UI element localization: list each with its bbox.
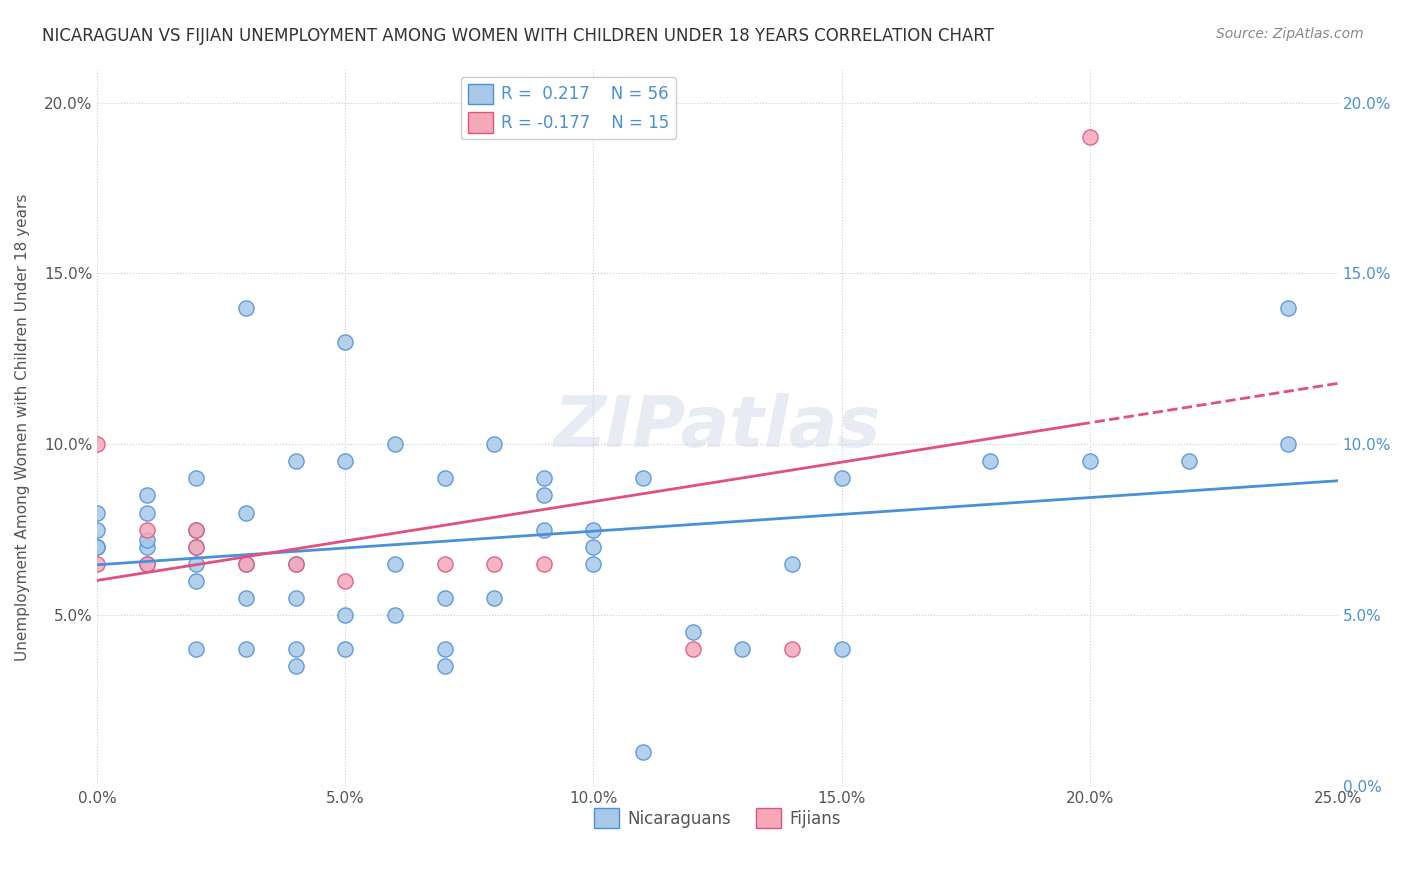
Point bbox=[284, 659, 307, 673]
Point bbox=[1277, 301, 1299, 315]
Point bbox=[86, 557, 108, 571]
Point bbox=[384, 437, 406, 451]
Point bbox=[135, 540, 157, 554]
Point bbox=[86, 540, 108, 554]
Point bbox=[186, 540, 208, 554]
Point bbox=[284, 642, 307, 657]
Point bbox=[86, 437, 108, 451]
Point bbox=[433, 591, 456, 605]
Point bbox=[235, 591, 257, 605]
Point bbox=[780, 642, 803, 657]
Point bbox=[682, 625, 704, 640]
Point bbox=[582, 523, 605, 537]
Point bbox=[631, 745, 654, 759]
Point bbox=[533, 523, 555, 537]
Point bbox=[186, 540, 208, 554]
Point bbox=[135, 557, 157, 571]
Point bbox=[284, 591, 307, 605]
Point bbox=[135, 523, 157, 537]
Point bbox=[186, 557, 208, 571]
Point bbox=[433, 659, 456, 673]
Point bbox=[135, 533, 157, 547]
Text: ZIPatlas: ZIPatlas bbox=[554, 392, 882, 462]
Point bbox=[533, 557, 555, 571]
Point bbox=[335, 334, 357, 349]
Point bbox=[482, 437, 505, 451]
Point bbox=[433, 557, 456, 571]
Point bbox=[86, 540, 108, 554]
Point bbox=[235, 557, 257, 571]
Point bbox=[979, 454, 1001, 468]
Point bbox=[284, 557, 307, 571]
Point bbox=[235, 301, 257, 315]
Point bbox=[1178, 454, 1201, 468]
Point bbox=[186, 642, 208, 657]
Point bbox=[335, 607, 357, 622]
Point bbox=[335, 574, 357, 588]
Point bbox=[433, 471, 456, 485]
Point bbox=[86, 506, 108, 520]
Point bbox=[284, 454, 307, 468]
Point bbox=[384, 607, 406, 622]
Point bbox=[433, 642, 456, 657]
Point bbox=[1078, 454, 1101, 468]
Point bbox=[631, 471, 654, 485]
Point bbox=[682, 642, 704, 657]
Point bbox=[582, 540, 605, 554]
Point bbox=[482, 557, 505, 571]
Legend: Nicaraguans, Fijians: Nicaraguans, Fijians bbox=[588, 801, 848, 835]
Point bbox=[780, 557, 803, 571]
Point bbox=[186, 523, 208, 537]
Point bbox=[831, 471, 853, 485]
Point bbox=[533, 488, 555, 502]
Text: NICARAGUAN VS FIJIAN UNEMPLOYMENT AMONG WOMEN WITH CHILDREN UNDER 18 YEARS CORRE: NICARAGUAN VS FIJIAN UNEMPLOYMENT AMONG … bbox=[42, 27, 994, 45]
Point bbox=[582, 557, 605, 571]
Point bbox=[335, 642, 357, 657]
Text: Source: ZipAtlas.com: Source: ZipAtlas.com bbox=[1216, 27, 1364, 41]
Point bbox=[235, 642, 257, 657]
Point bbox=[482, 591, 505, 605]
Point bbox=[135, 506, 157, 520]
Point bbox=[186, 471, 208, 485]
Point bbox=[384, 557, 406, 571]
Y-axis label: Unemployment Among Women with Children Under 18 years: Unemployment Among Women with Children U… bbox=[15, 194, 30, 661]
Point bbox=[1277, 437, 1299, 451]
Point bbox=[1078, 129, 1101, 144]
Point bbox=[235, 557, 257, 571]
Point bbox=[284, 557, 307, 571]
Point bbox=[235, 506, 257, 520]
Point bbox=[186, 523, 208, 537]
Point bbox=[335, 454, 357, 468]
Point bbox=[731, 642, 754, 657]
Point bbox=[533, 471, 555, 485]
Point bbox=[86, 523, 108, 537]
Point bbox=[186, 574, 208, 588]
Point bbox=[135, 557, 157, 571]
Point bbox=[831, 642, 853, 657]
Point bbox=[135, 488, 157, 502]
